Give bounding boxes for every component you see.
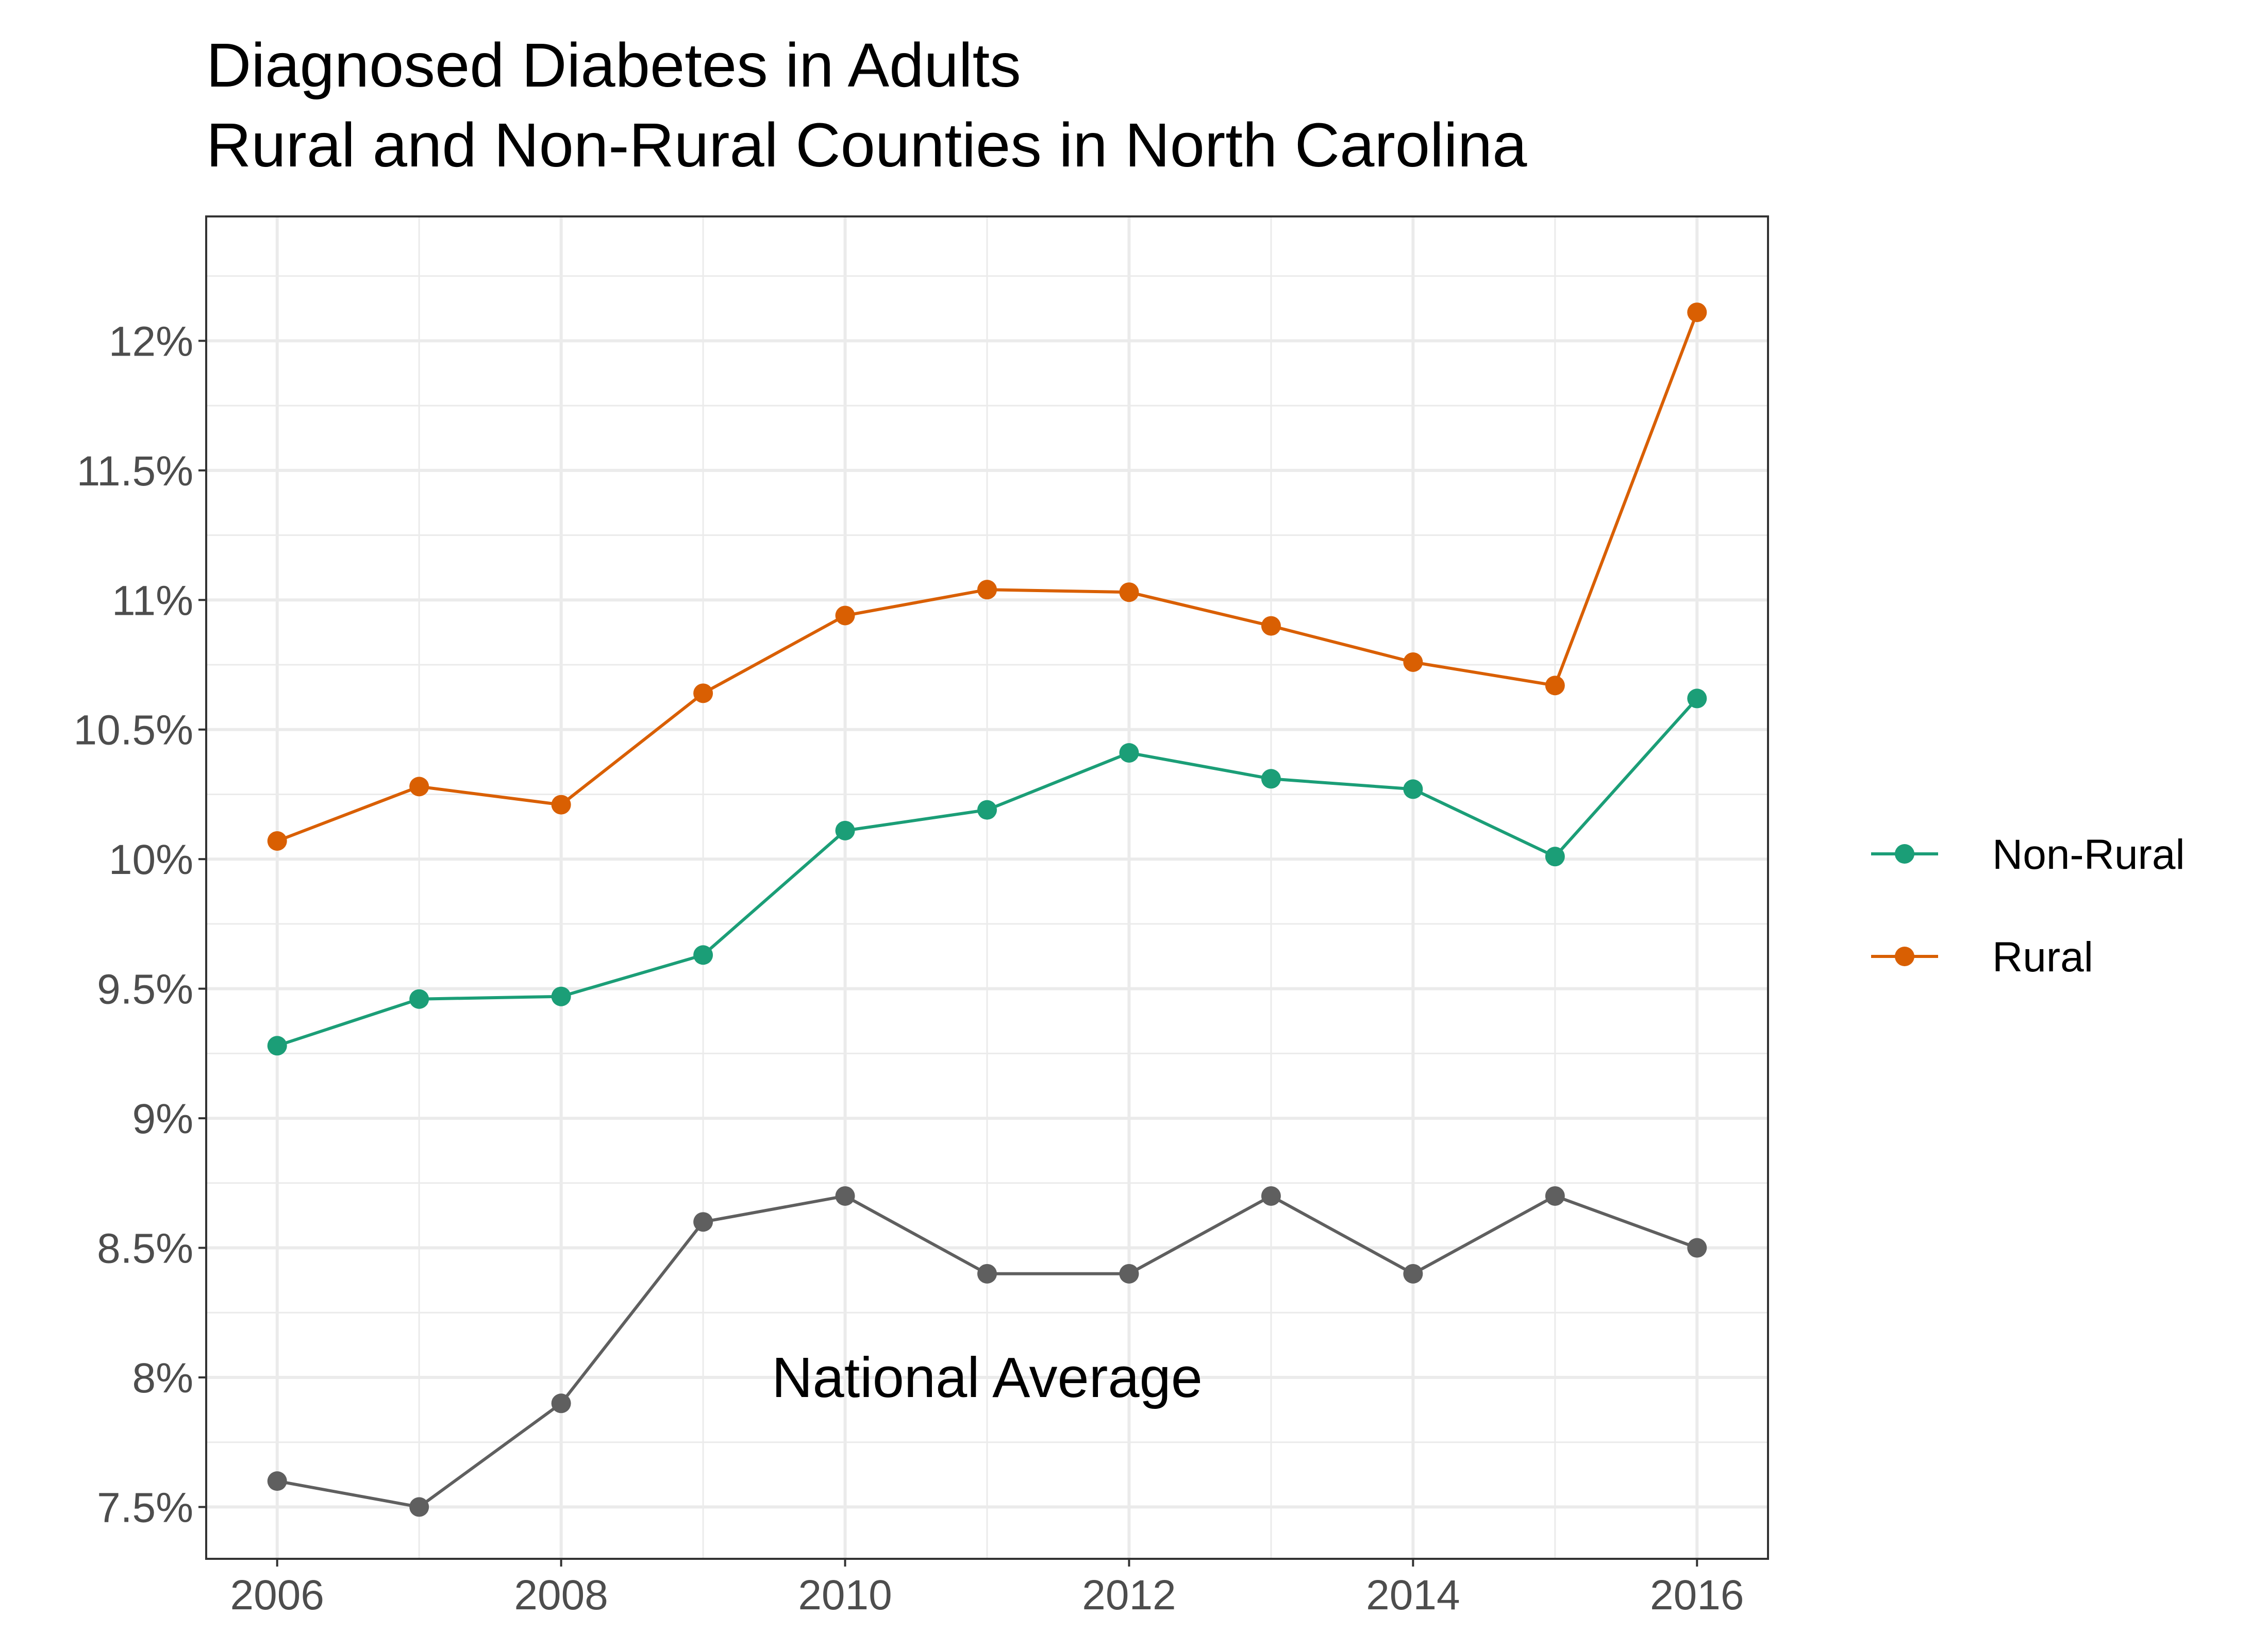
y-tick-label: 11.5% [77,448,193,495]
y-tick-label: 10.5% [73,707,193,754]
data-point-non-rural [267,1036,287,1056]
grid-major [206,216,1768,1559]
data-point-national-average [1545,1186,1565,1206]
data-point-non-rural [409,989,429,1009]
annotations: National Average [772,1346,1203,1409]
x-tick-label: 2008 [514,1572,608,1619]
x-tick-label: 2006 [230,1572,324,1619]
y-tick-labels: 7.5% 8% 8.5% 9% 9.5% 10% 10.5% 11% 11.5% 12% [73,318,193,1531]
y-tick-label: 11% [112,577,193,624]
data-point-non-rural [1403,779,1423,799]
y-tick-label: 9% [132,1096,193,1142]
legend-key-point-non-rural [1895,844,1914,864]
x-tick-labels: 2006 2008 2010 2012 2014 2016 [230,1572,1744,1619]
legend-key-point-rural [1895,947,1914,966]
x-tick-label: 2016 [1650,1572,1744,1619]
y-tick-label: 12% [109,318,193,365]
data-point-non-rural [977,800,997,820]
data-point-national-average [977,1264,997,1284]
data-point-rural [1119,582,1139,602]
x-tick-label: 2012 [1082,1572,1176,1619]
data-point-rural [1261,616,1281,636]
data-point-rural [1403,652,1423,672]
plot-border [205,215,1769,1560]
x-tick-label: 2010 [798,1572,892,1619]
data-point-national-average [409,1497,429,1517]
data-point-non-rural [693,945,713,965]
data-point-rural [267,831,287,851]
data-point-national-average [267,1471,287,1491]
axis-ticks [198,340,1698,1567]
data-point-national-average [835,1186,855,1206]
data-point-non-rural [551,986,571,1006]
data-point-rural [551,795,571,815]
data-point-national-average [551,1393,571,1414]
data-point-rural [1545,676,1565,696]
grid-minor [206,216,1768,1559]
data-point-national-average [1119,1264,1139,1284]
data-point-national-average [1261,1186,1281,1206]
data-point-national-average [1403,1264,1423,1284]
legend-label-rural: Rural [1992,934,2093,981]
y-tick-label: 7.5% [97,1484,193,1531]
data-point-non-rural [835,820,855,840]
y-tick-label: 9.5% [97,966,193,1013]
x-tick-label: 2014 [1366,1572,1460,1619]
legend: Non-Rural Rural [1871,831,2185,981]
data-point-rural [693,683,713,703]
data-point-rural [835,605,855,626]
series-points [267,302,1707,1517]
data-point-non-rural [1119,743,1139,763]
data-point-rural [409,777,429,797]
y-tick-label: 8.5% [97,1225,193,1272]
y-tick-label: 8% [132,1355,193,1402]
chart-title: Diagnosed Diabetes in Adults [206,30,1021,100]
legend-label-non-rural: Non-Rural [1992,831,2185,878]
annotation-label: National Average [772,1346,1203,1409]
data-point-non-rural [1545,847,1565,867]
data-point-non-rural [1261,769,1281,789]
data-point-rural [977,580,997,600]
data-point-national-average [1687,1238,1707,1258]
data-point-rural [1687,302,1707,323]
data-point-national-average [693,1212,713,1232]
y-tick-label: 10% [109,836,193,883]
chart-subtitle: Rural and Non-Rural Counties in North Ca… [206,110,1527,180]
data-point-non-rural [1687,688,1707,709]
